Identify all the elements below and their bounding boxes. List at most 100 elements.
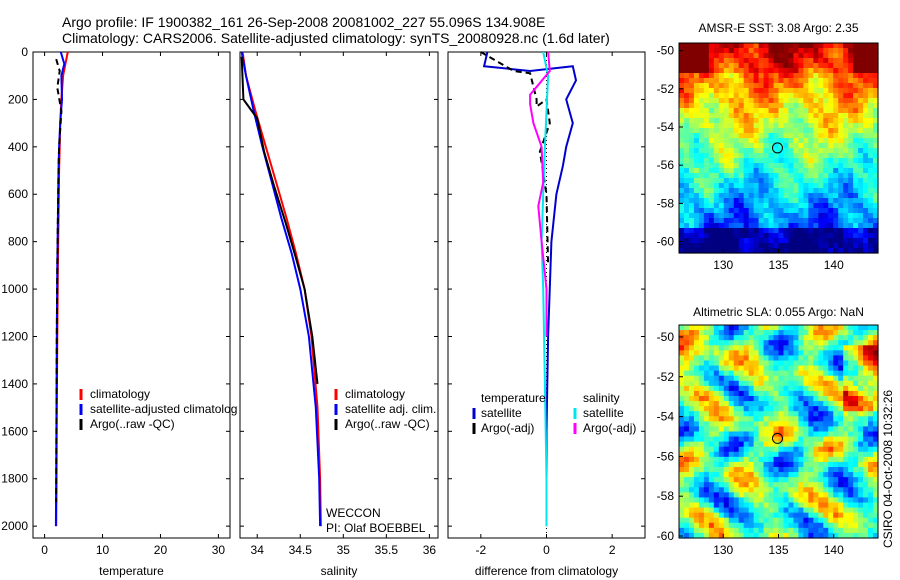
heatmap-cell xyxy=(693,411,700,417)
heatmap-cell xyxy=(688,436,695,443)
heatmap-cell xyxy=(808,173,814,179)
heatmap-cell xyxy=(693,178,700,184)
heatmap-cell xyxy=(818,178,824,184)
heatmap-cell xyxy=(679,223,685,229)
heatmap-cell xyxy=(698,78,705,84)
heatmap-cell xyxy=(693,148,700,154)
heatmap-cell xyxy=(813,163,819,169)
heatmap-cell xyxy=(783,512,790,519)
heatmap-cell xyxy=(873,78,879,84)
heatmap-cell xyxy=(848,451,854,458)
heatmap-cell xyxy=(743,360,750,367)
heatmap-cell xyxy=(683,350,690,357)
heatmap-cell xyxy=(823,173,829,179)
heatmap-cell xyxy=(793,168,799,174)
heatmap-cell xyxy=(853,492,859,499)
heatmap-cell xyxy=(788,53,795,59)
heatmap-cell xyxy=(843,507,849,514)
heatmap-cell xyxy=(703,431,710,438)
heatmap-cell xyxy=(703,248,710,254)
heatmap-cell xyxy=(768,487,775,493)
heatmap-cell xyxy=(703,451,710,458)
heatmap-cell xyxy=(853,467,859,473)
heatmap-cell xyxy=(743,522,750,529)
heatmap-cell xyxy=(788,345,795,351)
heatmap-cell xyxy=(803,451,809,458)
heatmap-cell xyxy=(778,532,785,539)
heatmap-cell xyxy=(838,178,844,184)
heatmap-cell xyxy=(753,123,760,129)
heatmap-cell xyxy=(813,198,819,204)
heatmap-cell xyxy=(813,48,819,54)
heatmap-cell xyxy=(803,482,809,488)
heatmap-cell xyxy=(803,83,809,89)
heatmap-cell xyxy=(773,138,780,144)
heatmap-cell xyxy=(833,345,839,351)
heatmap-cell xyxy=(778,497,785,504)
heatmap-cell xyxy=(768,238,775,244)
heatmap-cell xyxy=(703,396,710,402)
heatmap-cell xyxy=(763,426,770,433)
heatmap-cell xyxy=(738,325,745,331)
heatmap-cell xyxy=(713,335,720,341)
heatmap-cell xyxy=(828,223,834,229)
heatmap-cell xyxy=(758,83,765,89)
heatmap-cell xyxy=(868,163,874,169)
heatmap-cell xyxy=(863,78,869,84)
y-tick-label: 1600 xyxy=(1,424,28,438)
heatmap-cell xyxy=(873,492,879,499)
heatmap-cell xyxy=(808,218,814,224)
heatmap-cell xyxy=(848,128,854,134)
heatmap-cell xyxy=(753,406,760,412)
heatmap-cell xyxy=(868,375,874,382)
heatmap-cell xyxy=(763,98,770,104)
heatmap-cell xyxy=(679,461,685,468)
heatmap-cell xyxy=(743,113,750,119)
heatmap-cell xyxy=(703,208,710,214)
heatmap-cell xyxy=(803,208,809,214)
heatmap-cell xyxy=(743,63,750,69)
heatmap-cell xyxy=(808,213,814,219)
heatmap-cell xyxy=(778,183,785,189)
heatmap-cell xyxy=(698,411,705,417)
heatmap-cell xyxy=(788,243,795,249)
heatmap-cell xyxy=(723,123,730,129)
heatmap-cell xyxy=(718,173,725,179)
heatmap-cell xyxy=(753,143,760,149)
heatmap-cell xyxy=(703,436,710,443)
heatmap-cell xyxy=(768,522,775,529)
heatmap-cell xyxy=(723,451,730,458)
heatmap-cell xyxy=(703,512,710,519)
heatmap-cell xyxy=(823,68,829,74)
heatmap-cell xyxy=(798,360,804,367)
heatmap-cell xyxy=(853,497,859,504)
heatmap-cell xyxy=(778,487,785,493)
heatmap-cell xyxy=(763,123,770,129)
heatmap-cell xyxy=(738,153,745,159)
heatmap-cell xyxy=(723,345,730,351)
heatmap-cell xyxy=(758,223,765,229)
heatmap-cell xyxy=(698,83,705,89)
heatmap-cell xyxy=(693,350,700,357)
heatmap-cell xyxy=(833,451,839,458)
heatmap-cell xyxy=(713,345,720,351)
heatmap-cell xyxy=(823,396,829,402)
heatmap-cell xyxy=(783,522,790,529)
heatmap-cell xyxy=(708,63,715,69)
heatmap-cell xyxy=(743,228,750,234)
heatmap-cell xyxy=(798,148,804,154)
heatmap-cell xyxy=(818,243,824,249)
heatmap-cell xyxy=(863,517,869,524)
heatmap-cell xyxy=(703,193,710,199)
heatmap-cell xyxy=(703,138,710,144)
heatmap-cell xyxy=(718,390,725,397)
heatmap-cell xyxy=(808,502,814,509)
heatmap-cell xyxy=(748,48,755,54)
heatmap-cell xyxy=(703,218,710,224)
heatmap-cell xyxy=(843,390,849,397)
heatmap-cell xyxy=(818,213,824,219)
heatmap-cell xyxy=(788,385,795,392)
heatmap-cell xyxy=(788,446,795,453)
heatmap-cell xyxy=(683,451,690,458)
